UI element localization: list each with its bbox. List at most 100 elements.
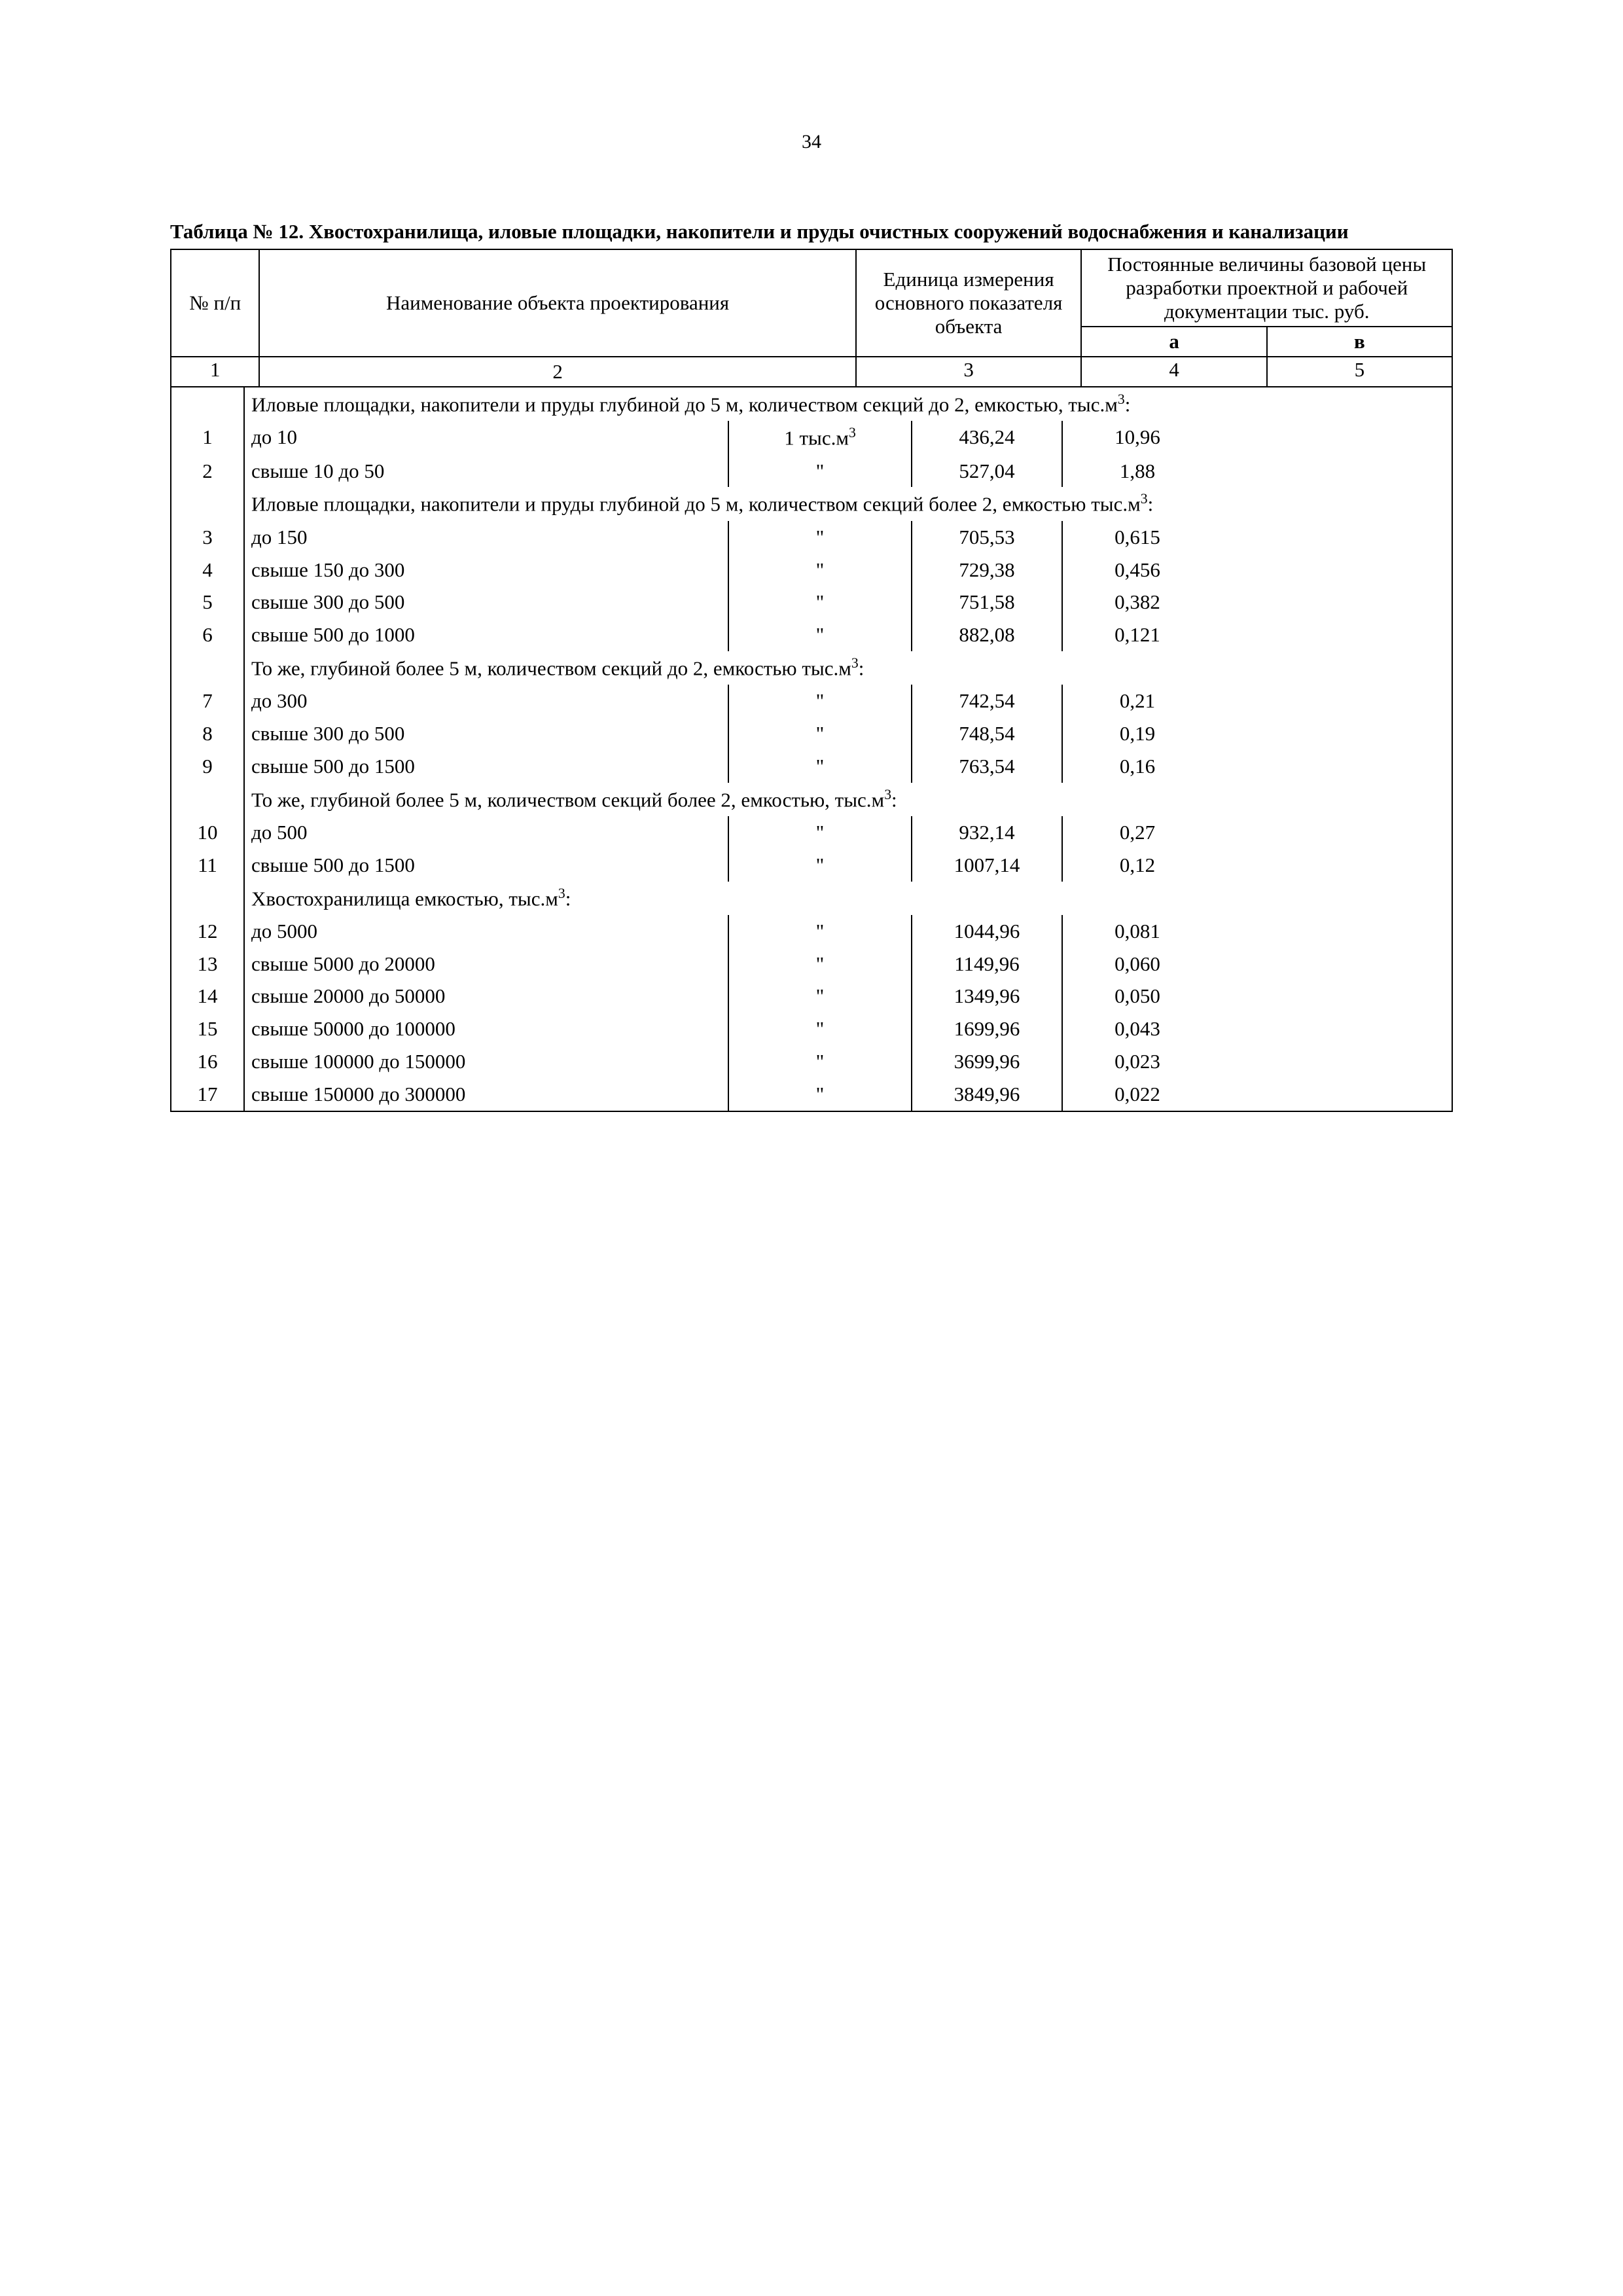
row-unit: ": [728, 554, 911, 586]
row-number: [171, 487, 243, 520]
row-number: 16: [171, 1045, 243, 1078]
table-row: 8свыше 300 до 500"748,540,19: [171, 717, 1452, 750]
row-number: 11: [171, 849, 243, 882]
table-row: 5свыше 300 до 500"751,580,382: [171, 586, 1452, 619]
row-value-a: 705,53: [911, 521, 1061, 554]
section-heading-row: Хвостохранилища емкостью, тыс.м3:: [171, 882, 1452, 915]
row-number: 15: [171, 1013, 243, 1045]
row-unit: ": [728, 980, 911, 1013]
table-row: 11свыше 500 до 1500"1007,140,12: [171, 849, 1452, 882]
row-unit: ": [728, 1045, 911, 1078]
row-value-a: 882,08: [911, 619, 1061, 651]
header-idx-1: 1: [171, 357, 259, 387]
row-number: 7: [171, 685, 243, 717]
row-number: 2: [171, 455, 243, 488]
row-name: свыше 500 до 1000: [243, 619, 728, 651]
section-heading-row: Иловые площадки, накопители и пруды глуб…: [171, 487, 1452, 520]
row-name: до 500: [243, 816, 728, 849]
row-value-b: 0,615: [1061, 521, 1212, 554]
header-idx-4: 4: [1081, 357, 1266, 387]
header-name: Наименование объекта проектирования: [259, 249, 855, 357]
row-name: свыше 20000 до 50000: [243, 980, 728, 1013]
table-row: 13свыше 5000 до 20000"1149,960,060: [171, 948, 1452, 980]
row-unit: ": [728, 455, 911, 488]
row-name: свыше 500 до 1500: [243, 750, 728, 783]
header-idx-2: 2: [259, 357, 855, 387]
row-value-a: 729,38: [911, 554, 1061, 586]
row-value-a: 527,04: [911, 455, 1061, 488]
section-heading: То же, глубиной более 5 м, количеством с…: [243, 651, 1212, 685]
row-number: 10: [171, 816, 243, 849]
row-value-b: 0,382: [1061, 586, 1212, 619]
row-name: свыше 300 до 500: [243, 586, 728, 619]
table-title: Таблица № 12. Хвостохранилища, иловые пл…: [170, 219, 1453, 245]
row-value-a: 748,54: [911, 717, 1061, 750]
row-value-a: 3699,96: [911, 1045, 1061, 1078]
row-value-a: 763,54: [911, 750, 1061, 783]
row-value-a: 3849,96: [911, 1078, 1061, 1111]
row-unit: ": [728, 586, 911, 619]
section-heading-row: Иловые площадки, накопители и пруды глуб…: [171, 387, 1452, 421]
row-name: свыше 500 до 1500: [243, 849, 728, 882]
header-unit: Единица измерения основного показателя о…: [856, 249, 1082, 357]
row-value-a: 436,24: [911, 421, 1061, 454]
row-value-b: 0,21: [1061, 685, 1212, 717]
page-number: 34: [170, 131, 1453, 153]
row-name: свыше 5000 до 20000: [243, 948, 728, 980]
table-row: 10до 500"932,140,27: [171, 816, 1452, 849]
row-name: свыше 100000 до 150000: [243, 1045, 728, 1078]
row-name: до 5000: [243, 915, 728, 948]
row-name: до 300: [243, 685, 728, 717]
table-row: 17свыше 150000 до 300000"3849,960,022: [171, 1078, 1452, 1111]
row-value-b: 0,022: [1061, 1078, 1212, 1111]
row-value-b: 0,12: [1061, 849, 1212, 882]
row-name: свыше 150000 до 300000: [243, 1078, 728, 1111]
row-unit: 1 тыс.м3: [728, 421, 911, 454]
row-value-b: 0,081: [1061, 915, 1212, 948]
data-table: № п/п Наименование объекта проектировани…: [170, 249, 1453, 1112]
row-value-b: 10,96: [1061, 421, 1212, 454]
row-number: [171, 783, 243, 816]
row-value-b: 0,456: [1061, 554, 1212, 586]
row-value-a: 742,54: [911, 685, 1061, 717]
row-value-b: 0,27: [1061, 816, 1212, 849]
row-value-b: 0,16: [1061, 750, 1212, 783]
header-idx-3: 3: [856, 357, 1082, 387]
row-unit: ": [728, 619, 911, 651]
section-heading-row: То же, глубиной более 5 м, количеством с…: [171, 783, 1452, 816]
row-value-b: 0,19: [1061, 717, 1212, 750]
table-row: 15свыше 50000 до 100000"1699,960,043: [171, 1013, 1452, 1045]
table-row: 14свыше 20000 до 50000"1349,960,050: [171, 980, 1452, 1013]
row-number: 6: [171, 619, 243, 651]
row-number: [171, 387, 243, 421]
row-name: свыше 300 до 500: [243, 717, 728, 750]
table-row: 7до 300"742,540,21: [171, 685, 1452, 717]
row-number: 12: [171, 915, 243, 948]
row-value-b: 0,050: [1061, 980, 1212, 1013]
row-number: 3: [171, 521, 243, 554]
row-number: 1: [171, 421, 243, 454]
table-row: 6свыше 500 до 1000"882,080,121: [171, 619, 1452, 651]
header-b: в: [1267, 327, 1452, 357]
row-name: свыше 50000 до 100000: [243, 1013, 728, 1045]
row-value-a: 1349,96: [911, 980, 1061, 1013]
row-value-b: 0,043: [1061, 1013, 1212, 1045]
row-value-b: 0,060: [1061, 948, 1212, 980]
header-idx-5: 5: [1267, 357, 1452, 387]
row-number: 9: [171, 750, 243, 783]
row-unit: ": [728, 816, 911, 849]
row-value-b: 0,023: [1061, 1045, 1212, 1078]
row-value-b: 0,121: [1061, 619, 1212, 651]
row-unit: ": [728, 685, 911, 717]
row-number: [171, 651, 243, 685]
row-number: 8: [171, 717, 243, 750]
row-value-a: 1007,14: [911, 849, 1061, 882]
row-number: 14: [171, 980, 243, 1013]
row-value-a: 751,58: [911, 586, 1061, 619]
row-value-a: 1149,96: [911, 948, 1061, 980]
row-unit: ": [728, 1078, 911, 1111]
row-unit: ": [728, 521, 911, 554]
table-body: Иловые площадки, накопители и пруды глуб…: [171, 387, 1452, 1111]
row-name: до 10: [243, 421, 728, 454]
row-number: 4: [171, 554, 243, 586]
